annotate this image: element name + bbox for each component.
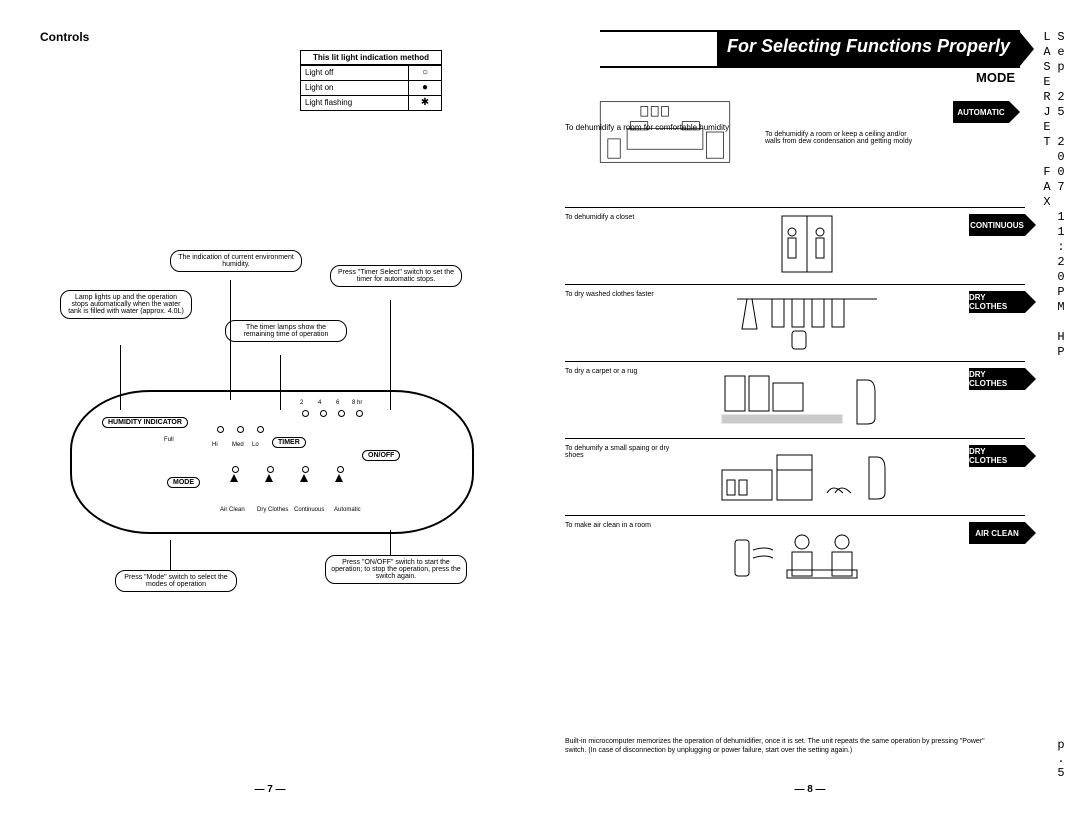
- mode-btn-airclean[interactable]: AIR CLEAN: [969, 522, 1025, 544]
- controls-title: Controls: [40, 30, 520, 44]
- row6-desc: To make air clean in a room: [565, 522, 679, 529]
- mode-btn-dryclothes-3[interactable]: DRY CLOTHES: [969, 445, 1025, 467]
- headline: For Selecting Functions Properly: [717, 32, 1020, 66]
- mode-grid: To dehumidify a room or keep a ceiling a…: [565, 95, 1025, 592]
- indic-header: This lit light indication method: [301, 51, 441, 65]
- header-band: For Selecting Functions Properly: [600, 30, 1020, 68]
- mode-btn-automatic[interactable]: AUTOMATIC: [953, 101, 1009, 123]
- row2-desc: To dehumidify a closet: [565, 214, 679, 221]
- control-panel: HUMIDITY INDICATOR Full Hi Med Lo 2 4 6 …: [70, 390, 474, 534]
- fax-page-number: p.5: [1054, 738, 1068, 780]
- callout-timer-select: Press "Timer Select" switch to set the t…: [330, 265, 462, 287]
- mode-btn-dryclothes-1[interactable]: DRY CLOTHES: [969, 291, 1025, 313]
- indication-table: This lit light indication method Light o…: [300, 50, 442, 111]
- onoff-button[interactable]: ON/OFF: [362, 450, 400, 461]
- illus-airclean: [679, 522, 935, 582]
- mode-btn-continuous[interactable]: CONTINUOUS: [969, 214, 1025, 236]
- illus-laundry: [679, 291, 935, 351]
- callout-mode-switch: Press "Mode" switch to select the modes …: [115, 570, 237, 592]
- row5-desc: To dehumify a small spaing or dry shoes: [565, 445, 679, 459]
- illus-shoes: [679, 445, 935, 505]
- callout-humidity: The indication of current environment hu…: [170, 250, 302, 272]
- row1-desc: To dehumidify a room or keep a ceiling a…: [765, 101, 919, 145]
- page-number-left: — 7 —: [254, 784, 285, 795]
- illus-carpet: [679, 368, 935, 428]
- footnote: Built-in microcomputer memorizes the ope…: [565, 737, 1005, 755]
- callout-timer-lamps: The timer lamps show the remaining time …: [225, 320, 347, 342]
- illus-closet: [679, 214, 935, 274]
- callout-full-lamp: Lamp lights up and the operation stops a…: [60, 290, 192, 319]
- right-page: For Selecting Functions Properly MODE To…: [540, 0, 1080, 820]
- row4-desc: To dry a carpet or a rug: [565, 368, 679, 375]
- fax-header: Sep 25 2007 11:20PM HP LASERJET FAX: [1040, 30, 1068, 430]
- mode-title: MODE: [976, 70, 1015, 85]
- mode-btn-dryclothes-2[interactable]: DRY CLOTHES: [969, 368, 1025, 390]
- callout-onoff: Press "ON/OFF" switch to start the opera…: [325, 555, 467, 584]
- page-number-right: — 8 —: [794, 784, 825, 795]
- timer-button[interactable]: TIMER: [272, 437, 306, 448]
- mode-button[interactable]: MODE: [167, 477, 200, 488]
- row3-desc: To dry washed clothes faster: [565, 291, 679, 298]
- illus-room: [565, 101, 765, 163]
- humidity-indicator-label: HUMIDITY INDICATOR: [102, 417, 188, 428]
- left-page: Controls This lit light indication metho…: [0, 0, 540, 820]
